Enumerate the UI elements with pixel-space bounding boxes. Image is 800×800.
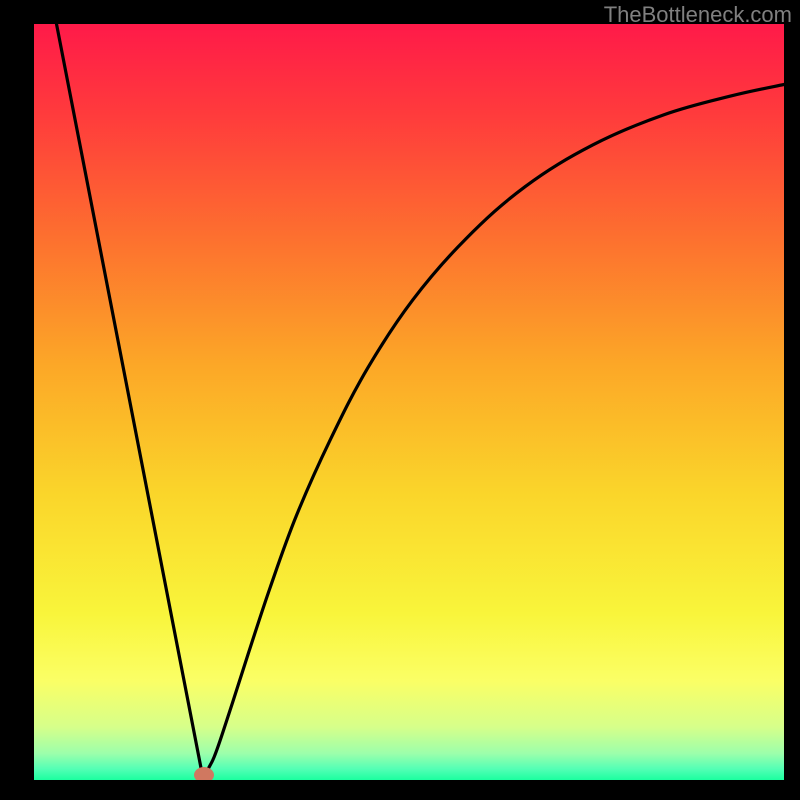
chart-container: TheBottleneck.com: [0, 0, 800, 800]
watermark-text: TheBottleneck.com: [604, 2, 792, 28]
bottleneck-curve: [34, 24, 784, 780]
plot-area: [34, 24, 784, 780]
optimum-marker: [194, 767, 214, 780]
